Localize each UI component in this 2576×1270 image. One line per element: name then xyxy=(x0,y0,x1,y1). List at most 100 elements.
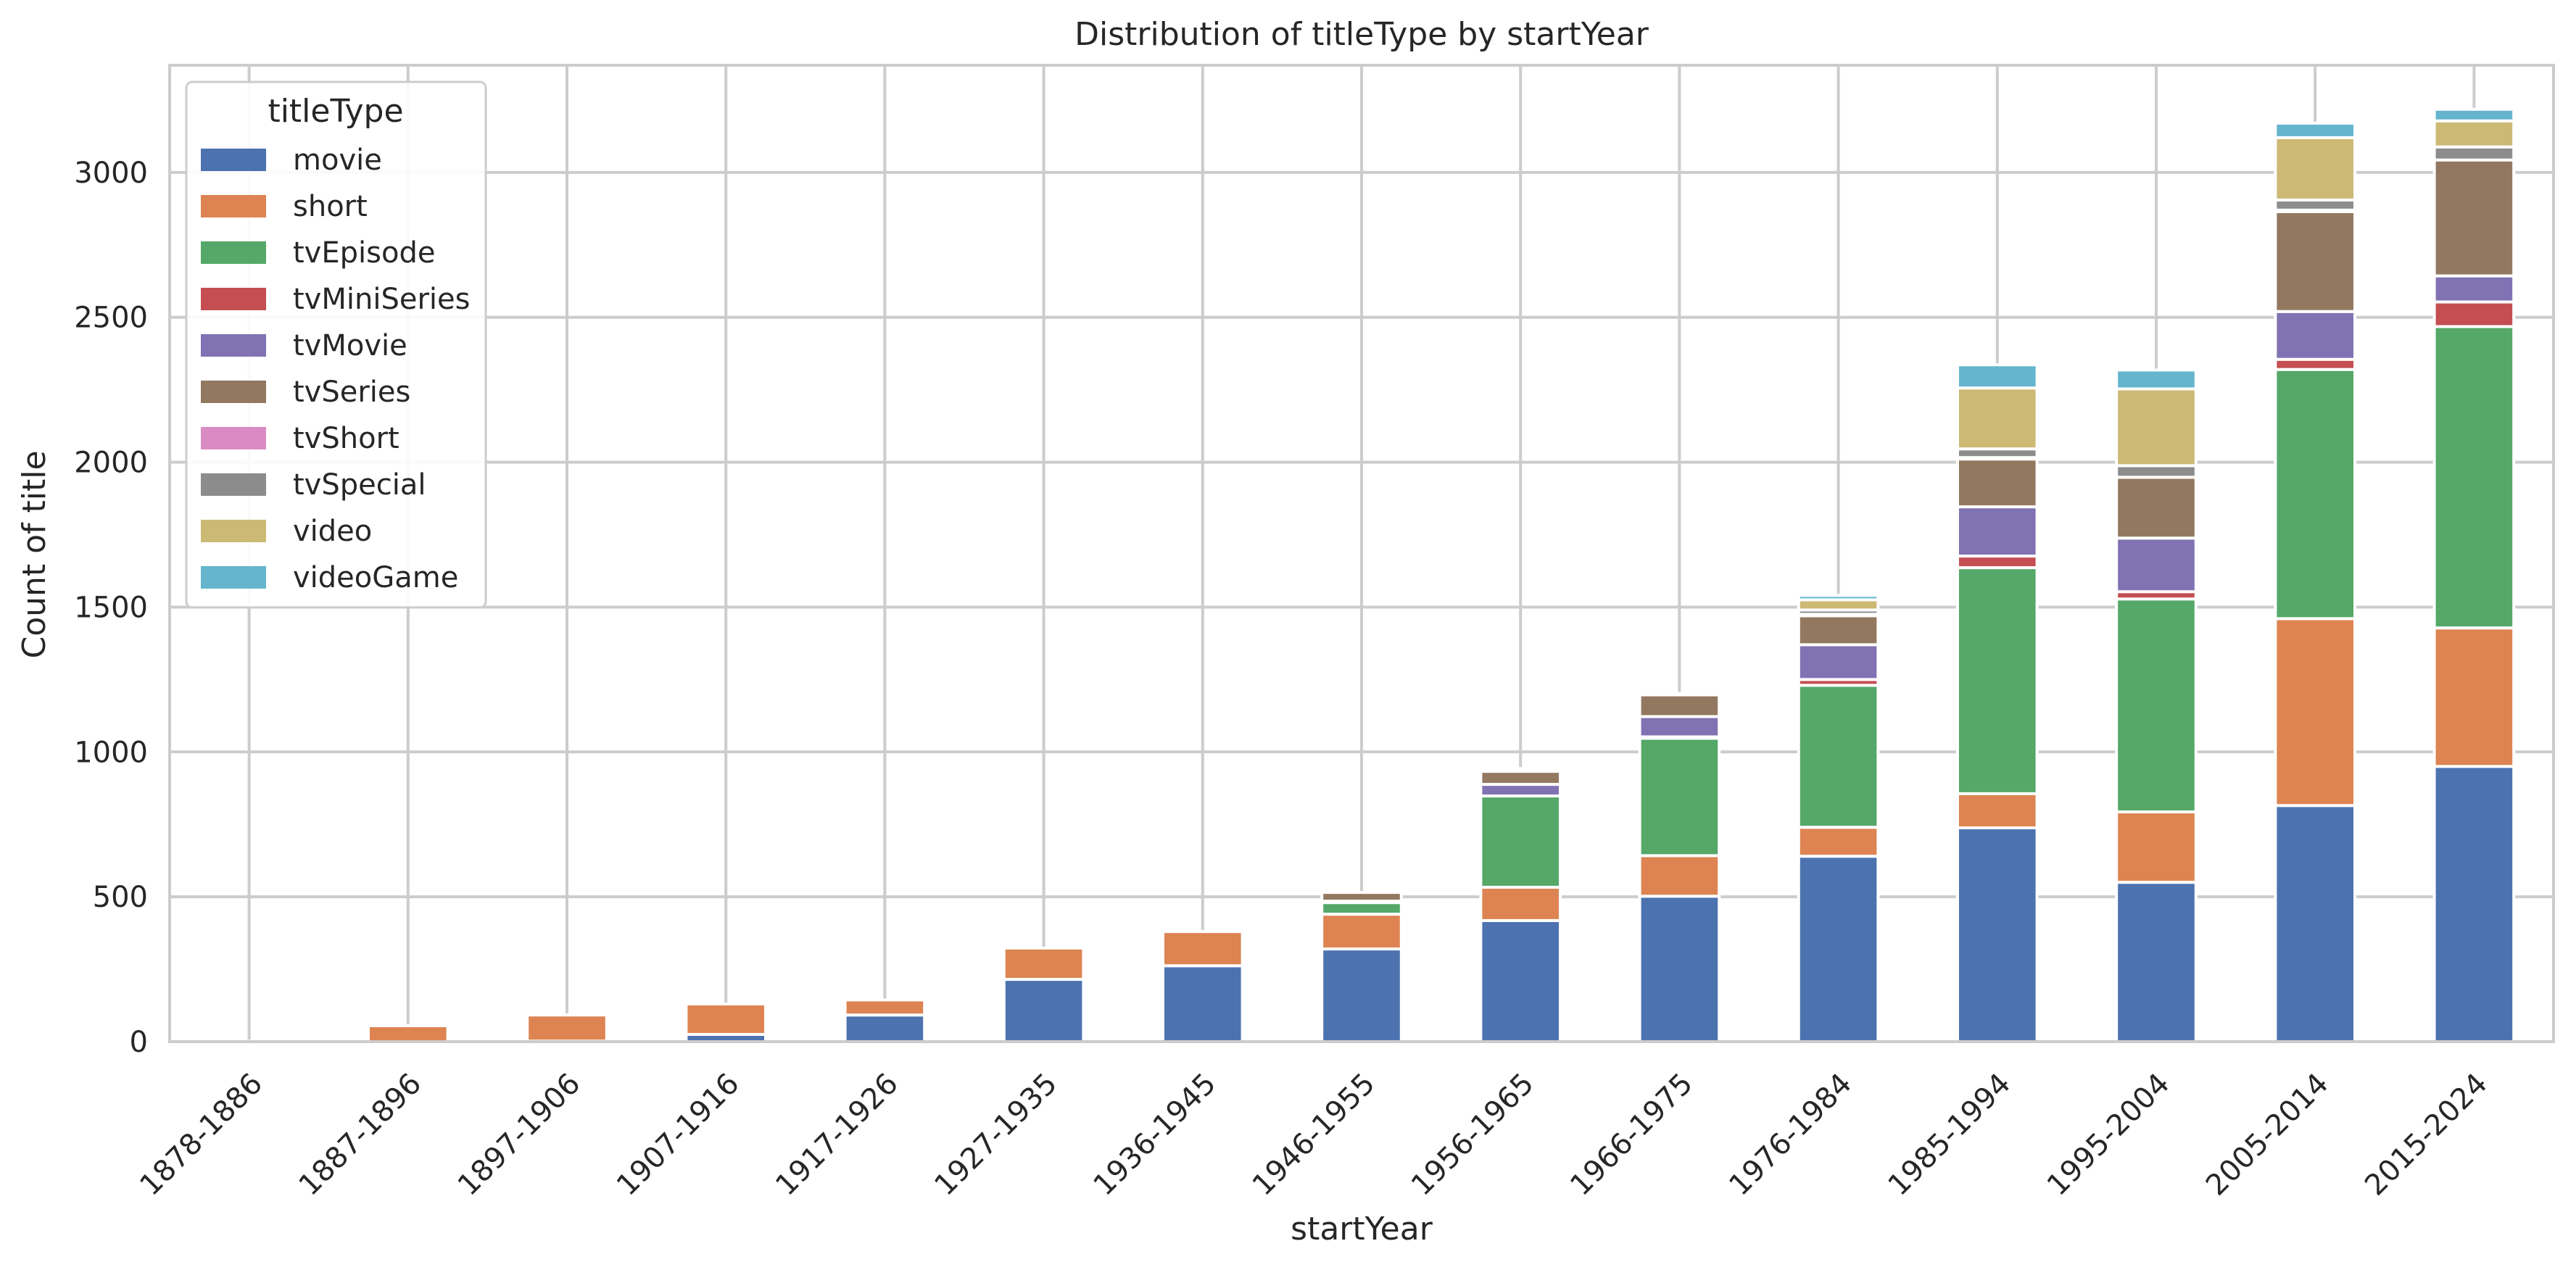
y-tick-label: 1000 xyxy=(74,736,148,769)
bar-videoGame xyxy=(1956,363,2039,390)
bar-movie xyxy=(1956,826,2039,1044)
legend: titleType movie short tvEpisode tvMiniSerie… xyxy=(185,80,487,609)
bar-short xyxy=(1638,854,1721,898)
bar-tvMovie xyxy=(2115,536,2198,594)
bar-tvEpisode xyxy=(2432,325,2516,630)
bar-tvSeries xyxy=(1320,891,1403,903)
bar-short xyxy=(367,1024,450,1044)
bar-video xyxy=(1956,386,2039,451)
bar-short xyxy=(526,1013,608,1043)
legend-swatch xyxy=(201,473,266,496)
bar-tvMiniSeries xyxy=(2432,300,2516,328)
bar-tvSeries xyxy=(1797,614,1880,647)
bar-short xyxy=(1161,930,1244,968)
y-tick-label: 0 xyxy=(130,1026,148,1059)
bar-tvSpecial xyxy=(2432,145,2516,162)
bar-tvMovie xyxy=(2274,310,2356,361)
legend-items: movie short tvEpisode tvMiniSeries tvMovie tv… xyxy=(201,144,470,594)
y-tick-label: 2500 xyxy=(74,302,148,335)
legend-label: tvMiniSeries xyxy=(293,283,470,316)
bar-movie xyxy=(2432,765,2516,1043)
plot-frame xyxy=(168,64,2555,1043)
legend-swatch xyxy=(201,241,266,264)
legend-swatch xyxy=(201,566,266,589)
bar-tvMovie xyxy=(1479,783,1562,798)
y-tick-label: 2000 xyxy=(74,447,148,480)
legend-swatch xyxy=(201,288,266,310)
bar-short xyxy=(1479,885,1562,922)
legend-label: short xyxy=(293,190,368,223)
legend-label: video xyxy=(293,515,372,548)
bar-tvMovie xyxy=(1956,505,2039,558)
y-axis-label: Count of title xyxy=(16,450,53,658)
bar-tvEpisode xyxy=(1479,794,1562,889)
y-tick-label: 500 xyxy=(93,881,148,914)
legend-label: tvSpecial xyxy=(293,468,426,502)
bar-tvSeries xyxy=(2432,158,2516,278)
bar-video xyxy=(2432,119,2516,149)
bar-tvSeries xyxy=(2115,476,2198,540)
bar-tvSpecial xyxy=(2274,198,2356,212)
bar-tvSeries xyxy=(1479,770,1562,787)
y-tick-label: 1500 xyxy=(74,591,148,624)
legend-label: tvSeries xyxy=(293,375,410,409)
bar-tvEpisode xyxy=(1956,566,2039,795)
bar-tvSeries xyxy=(2274,209,2356,313)
legend-swatch xyxy=(201,520,266,542)
bar-video xyxy=(2115,387,2198,468)
bar-videoGame xyxy=(2274,121,2356,139)
bar-tvMovie xyxy=(1638,715,1721,739)
bar-tvEpisode xyxy=(2274,368,2356,621)
bar-short xyxy=(684,1003,768,1037)
bar-movie xyxy=(1161,964,1244,1043)
legend-title: titleType xyxy=(268,93,403,130)
bar-movie xyxy=(2115,881,2198,1043)
legend-label: tvEpisode xyxy=(293,236,435,270)
legend-swatch xyxy=(201,381,266,403)
bar-movie xyxy=(1320,947,1403,1044)
bar-short xyxy=(1002,946,1085,981)
bar-tvMiniSeries xyxy=(2274,357,2356,371)
bar-movie xyxy=(843,1013,927,1043)
bar-videoGame xyxy=(1797,594,1880,602)
bar-tvSeries xyxy=(1956,457,2039,509)
bar-short xyxy=(2115,810,2198,884)
legend-label: tvShort xyxy=(293,422,399,455)
bar-tvEpisode xyxy=(2115,597,2198,814)
bar-short xyxy=(1320,913,1403,951)
bar-short xyxy=(2274,617,2356,808)
bar-movie xyxy=(1002,978,1085,1044)
bar-tvSeries xyxy=(1638,693,1721,718)
legend-swatch xyxy=(201,195,266,217)
bar-tvMiniSeries xyxy=(1956,555,2039,570)
bar-tvSpecial xyxy=(2115,464,2198,479)
bar-movie xyxy=(1479,918,1562,1044)
legend-label: tvMovie xyxy=(293,329,407,362)
bar-short xyxy=(843,998,927,1017)
legend-swatch xyxy=(201,427,266,449)
bar-videoGame xyxy=(2115,368,2198,391)
bar-movie xyxy=(1638,895,1721,1044)
bar-tvEpisode xyxy=(1638,736,1721,858)
y-tick-label: 3000 xyxy=(74,157,148,190)
x-axis-label: startYear xyxy=(1291,1211,1433,1248)
bar-tvMovie xyxy=(1797,643,1880,681)
legend-label: videoGame xyxy=(293,561,458,594)
legend-swatch xyxy=(201,149,266,171)
legend-label: movie xyxy=(293,144,382,177)
bar-movie xyxy=(2274,804,2356,1043)
legend-swatch xyxy=(201,334,266,357)
bar-short xyxy=(1956,792,2039,830)
bar-tvEpisode xyxy=(1797,684,1880,829)
chart-title: Distribution of titleType by startYear xyxy=(1074,16,1649,53)
bar-short xyxy=(2432,626,2516,768)
bars xyxy=(207,107,2516,1044)
bar-movie xyxy=(1797,855,1880,1044)
bar-tvSpecial xyxy=(1479,767,1562,773)
bar-videoGame xyxy=(2432,107,2516,123)
bar-tvEpisode xyxy=(1320,901,1403,916)
bar-video xyxy=(2274,136,2356,202)
bar-video xyxy=(1797,598,1880,612)
bar-tvMovie xyxy=(2432,274,2516,304)
